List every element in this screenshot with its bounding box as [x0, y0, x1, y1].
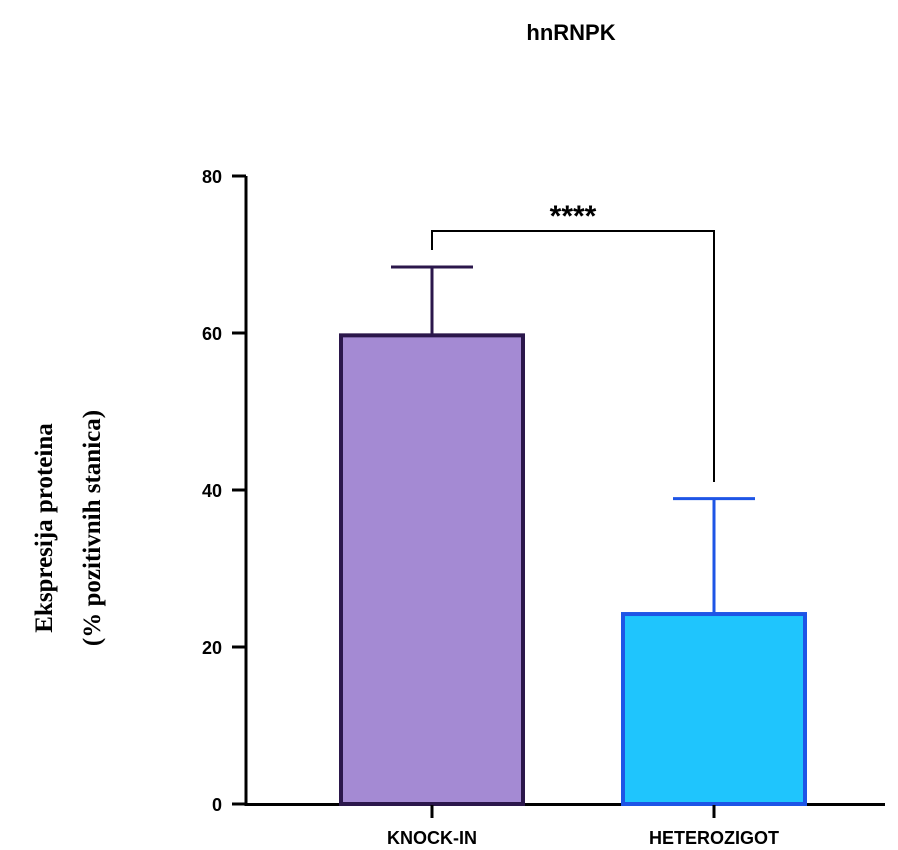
y-axis-label-line1: Ekspresija proteina [31, 423, 58, 633]
y-axis-label-line2: (% pozitivnih stanica) [79, 410, 106, 646]
chart-title: hnRNPK [526, 20, 615, 45]
y-tick-label: 20 [202, 638, 222, 658]
bar [339, 333, 525, 806]
significance-bracket: **** [431, 200, 715, 482]
x-ticks: KNOCK-IN HETEROZIGOT [387, 805, 779, 848]
x-tick-label: KNOCK-IN [387, 828, 477, 848]
y-tick-label: 40 [202, 481, 222, 501]
y-tick-label: 80 [202, 167, 222, 187]
significance-bracket-line [431, 230, 715, 482]
y-axis-label: Ekspresija proteina (% pozitivnih stanic… [31, 410, 106, 646]
significance-stars: **** [550, 200, 597, 233]
error-bars [391, 265, 755, 615]
bar [621, 612, 807, 807]
y-tick-label: 60 [202, 324, 222, 344]
x-tick-label: HETEROZIGOT [649, 828, 779, 848]
y-tick-label: 0 [212, 795, 222, 815]
y-ticks: 0 20 40 60 80 [202, 167, 246, 815]
bars [339, 333, 807, 807]
